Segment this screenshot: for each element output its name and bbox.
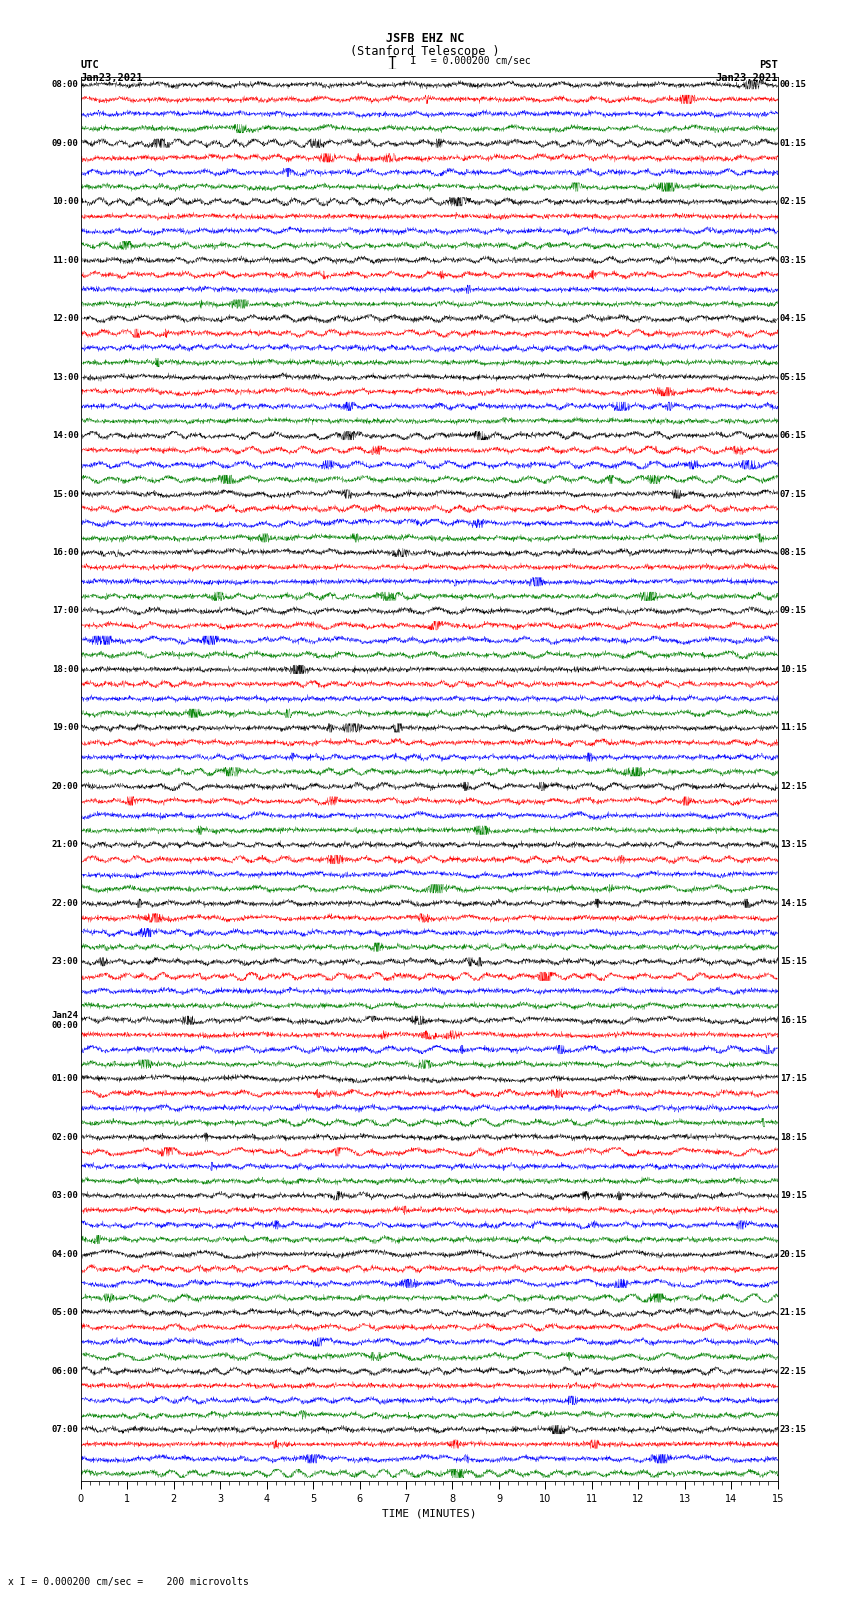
Text: 22:00: 22:00 <box>52 898 79 908</box>
Text: 05:15: 05:15 <box>779 373 807 382</box>
Text: I: I <box>410 56 416 66</box>
Text: Jan23,2021: Jan23,2021 <box>715 73 778 82</box>
Text: 12:00: 12:00 <box>52 315 79 323</box>
Text: 08:00: 08:00 <box>52 81 79 89</box>
Text: 07:15: 07:15 <box>779 489 807 498</box>
Text: 03:00: 03:00 <box>52 1190 79 1200</box>
Text: 14:00: 14:00 <box>52 431 79 440</box>
Text: 07:00: 07:00 <box>52 1424 79 1434</box>
Text: 21:15: 21:15 <box>779 1308 807 1318</box>
Text: 23:15: 23:15 <box>779 1424 807 1434</box>
Text: 22:15: 22:15 <box>779 1366 807 1376</box>
Text: 02:15: 02:15 <box>779 197 807 206</box>
Text: 18:15: 18:15 <box>779 1132 807 1142</box>
Text: 13:00: 13:00 <box>52 373 79 382</box>
Text: x I = 0.000200 cm/sec =    200 microvolts: x I = 0.000200 cm/sec = 200 microvolts <box>8 1578 249 1587</box>
Text: (Stanford Telescope ): (Stanford Telescope ) <box>350 45 500 58</box>
Text: 16:00: 16:00 <box>52 548 79 556</box>
Text: 18:00: 18:00 <box>52 665 79 674</box>
Text: 17:15: 17:15 <box>779 1074 807 1084</box>
Text: 11:00: 11:00 <box>52 255 79 265</box>
Text: 06:15: 06:15 <box>779 431 807 440</box>
Text: 10:15: 10:15 <box>779 665 807 674</box>
Text: 12:15: 12:15 <box>779 782 807 790</box>
Text: 03:15: 03:15 <box>779 255 807 265</box>
Text: Jan23,2021: Jan23,2021 <box>81 73 144 82</box>
Text: 10:00: 10:00 <box>52 197 79 206</box>
Text: 16:15: 16:15 <box>779 1016 807 1024</box>
Text: PST: PST <box>759 60 778 69</box>
Text: 05:00: 05:00 <box>52 1308 79 1318</box>
Text: 08:15: 08:15 <box>779 548 807 556</box>
Text: 01:15: 01:15 <box>779 139 807 148</box>
Text: 17:00: 17:00 <box>52 606 79 616</box>
Text: JSFB EHZ NC: JSFB EHZ NC <box>386 32 464 45</box>
Text: 14:15: 14:15 <box>779 898 807 908</box>
Text: = 0.000200 cm/sec: = 0.000200 cm/sec <box>425 56 530 66</box>
Text: 02:00: 02:00 <box>52 1132 79 1142</box>
Text: 21:00: 21:00 <box>52 840 79 850</box>
Text: 20:15: 20:15 <box>779 1250 807 1258</box>
Text: 09:00: 09:00 <box>52 139 79 148</box>
Text: 09:15: 09:15 <box>779 606 807 616</box>
Text: 04:00: 04:00 <box>52 1250 79 1258</box>
Text: 00:15: 00:15 <box>779 81 807 89</box>
Text: 15:00: 15:00 <box>52 489 79 498</box>
Text: 04:15: 04:15 <box>779 315 807 323</box>
Text: Jan24
00:00: Jan24 00:00 <box>52 1011 79 1031</box>
Text: 19:00: 19:00 <box>52 723 79 732</box>
Text: 23:00: 23:00 <box>52 957 79 966</box>
X-axis label: TIME (MINUTES): TIME (MINUTES) <box>382 1508 477 1518</box>
Text: 01:00: 01:00 <box>52 1074 79 1084</box>
Text: 06:00: 06:00 <box>52 1366 79 1376</box>
Text: 15:15: 15:15 <box>779 957 807 966</box>
Text: 19:15: 19:15 <box>779 1190 807 1200</box>
Text: 20:00: 20:00 <box>52 782 79 790</box>
Text: 11:15: 11:15 <box>779 723 807 732</box>
Text: 13:15: 13:15 <box>779 840 807 850</box>
Text: UTC: UTC <box>81 60 99 69</box>
